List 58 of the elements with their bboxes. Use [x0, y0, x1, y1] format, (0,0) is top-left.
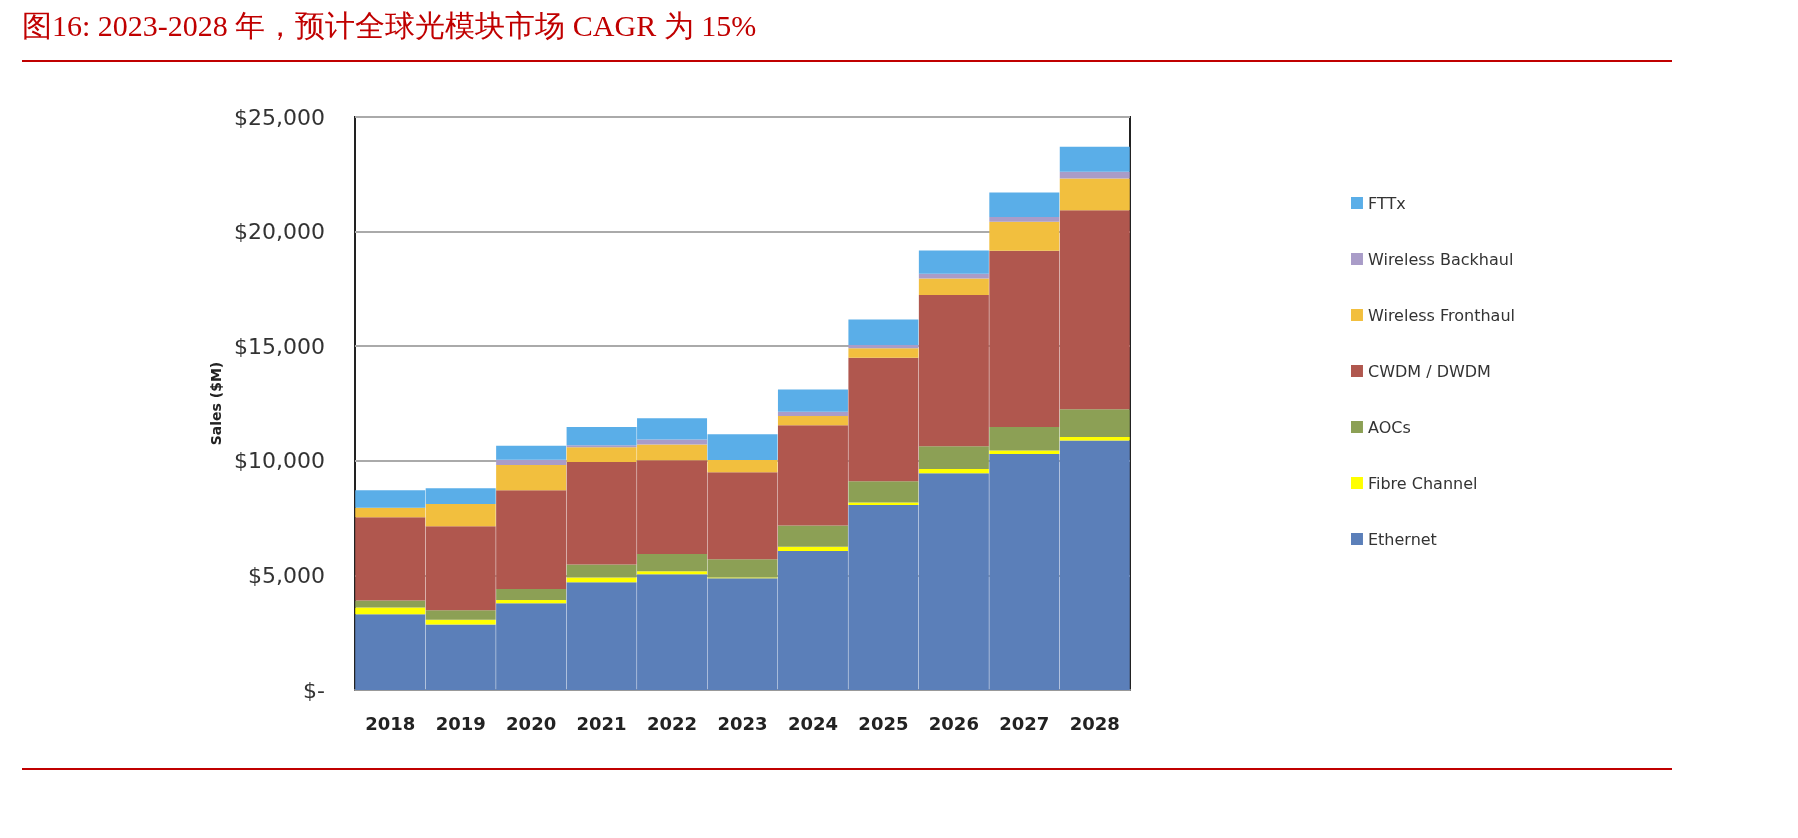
bar [918, 273, 989, 279]
bar [848, 481, 919, 503]
y-axis-title: Sales ($M) [208, 361, 225, 446]
bar [989, 216, 1060, 222]
legend-label: FTTx [1367, 193, 1406, 213]
bar [637, 571, 708, 575]
bar [496, 599, 567, 604]
bar [1059, 178, 1130, 211]
x-tick-label: 2020 [506, 712, 557, 734]
bar [989, 221, 1060, 251]
bar [777, 411, 848, 416]
x-tick-label: 2019 [435, 712, 486, 734]
legend-label: Wireless Fronthaul [1367, 305, 1515, 325]
bar [496, 588, 567, 600]
legend-label: CWDM / DWDM [1367, 361, 1491, 381]
x-tick-label: 2026 [928, 712, 979, 734]
bar [1059, 171, 1130, 179]
y-tick-label: $10,000 [234, 448, 325, 474]
x-tick-label: 2024 [787, 712, 839, 734]
bar [496, 445, 567, 460]
bar [989, 192, 1060, 217]
legend-label: Ethernet [1367, 529, 1437, 549]
y-tick-label: $5,000 [248, 562, 325, 588]
bar [496, 464, 567, 491]
bar [637, 439, 708, 445]
bar [566, 577, 637, 583]
bar [848, 348, 919, 358]
bar [848, 345, 919, 349]
bar [777, 525, 848, 547]
bar [1059, 146, 1130, 172]
bar [989, 450, 1060, 454]
x-tick-label: 2023 [717, 712, 768, 734]
y-tick-label: $25,000 [234, 104, 325, 130]
bar [707, 459, 778, 473]
y-tick-label: $20,000 [234, 219, 325, 245]
bar [918, 469, 989, 474]
bar [496, 459, 567, 465]
chart-title: 图16: 2023-2028 年，预计全球光模块市场 CAGR 为 15% [22, 8, 757, 44]
bar [425, 610, 496, 620]
x-tick-label: 2018 [365, 712, 416, 734]
bar [777, 546, 848, 551]
x-tick-label: 2025 [858, 712, 909, 734]
y-tick-label: $15,000 [234, 333, 325, 359]
bar [777, 389, 848, 412]
legend-label: Fibre Channel [1367, 473, 1478, 493]
x-tick-label: 2028 [1069, 712, 1120, 734]
x-tick-label: 2021 [576, 712, 627, 734]
y-tick-label: $- [303, 677, 325, 703]
bar [566, 445, 637, 448]
bar [848, 319, 919, 346]
bar [355, 607, 426, 615]
legend-label: Wireless Backhaul [1367, 249, 1514, 269]
x-tick-label: 2022 [646, 712, 698, 734]
bar [918, 278, 989, 296]
bar [918, 250, 989, 274]
bar [777, 415, 848, 426]
x-tick-label: 2027 [999, 712, 1050, 734]
legend-label: AOCs [1367, 417, 1411, 437]
